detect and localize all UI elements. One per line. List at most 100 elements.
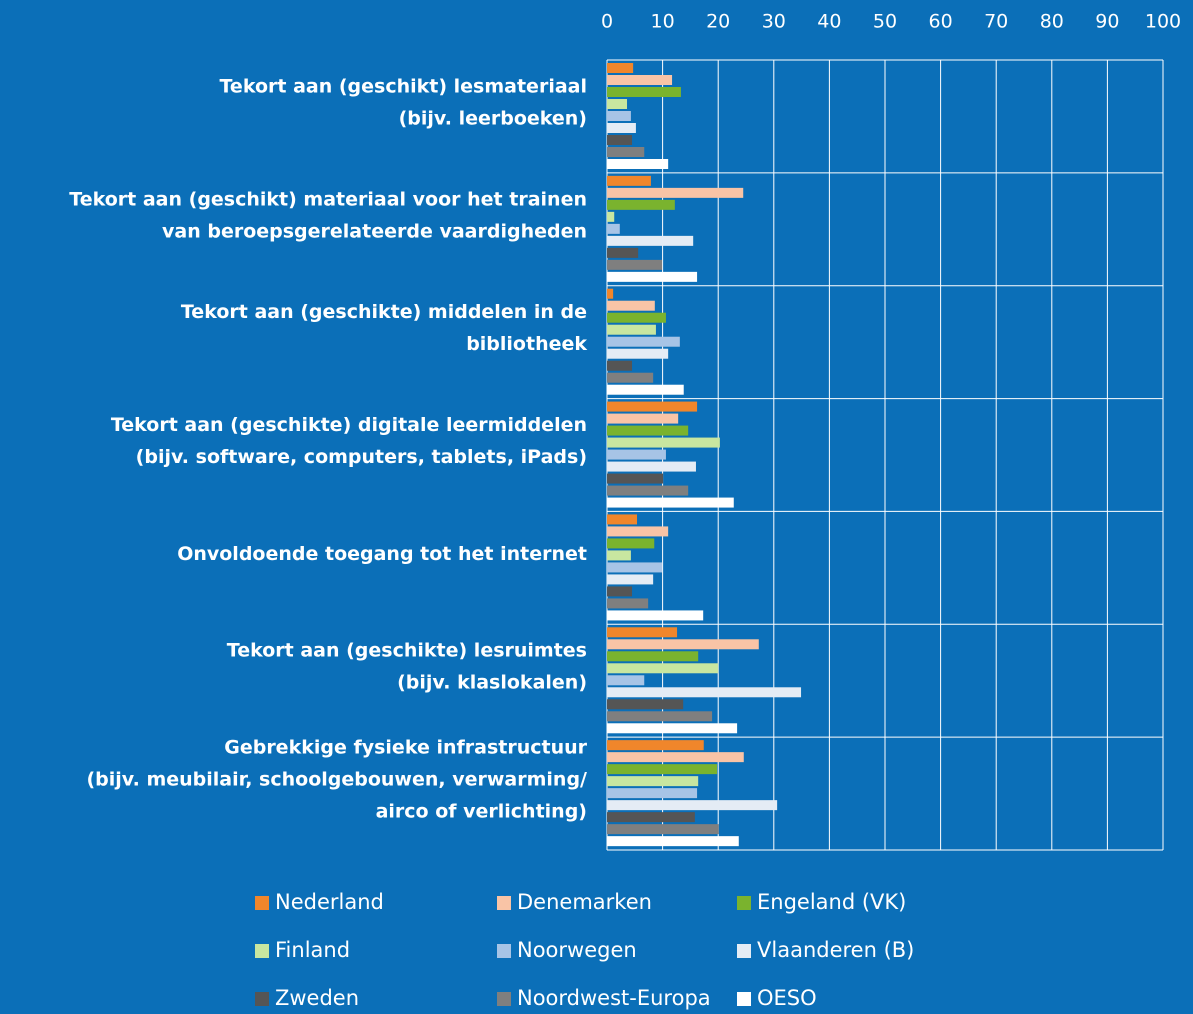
bar: [607, 574, 654, 585]
bar: [607, 271, 698, 282]
x-tick-label: 80: [1040, 11, 1064, 33]
bar: [607, 175, 651, 186]
legend-swatch: [737, 896, 751, 910]
category-label-line: (bijv. meubilair, schoolgebouwen, verwar…: [86, 768, 587, 790]
category-label-line: Tekort aan (geschikte) lesruimtes: [227, 639, 587, 661]
category-label: Tekort aan (geschikt) lesmateriaal (bijv.…: [220, 75, 588, 129]
bar: [607, 663, 719, 674]
bar: [607, 75, 673, 85]
bar: [607, 687, 802, 698]
bar: [607, 461, 696, 472]
x-tick-label: 60: [929, 11, 953, 33]
category-label: Gebrekkige fysieke infrastructuur (bijv. …: [86, 736, 587, 822]
bar: [607, 348, 669, 359]
legend-label: Engeland (VK): [757, 890, 906, 914]
bar: [607, 401, 698, 412]
legend-swatch: [497, 896, 511, 910]
bar: [607, 627, 678, 638]
bar: [607, 550, 631, 561]
bar: [607, 288, 614, 299]
bar: [607, 586, 633, 597]
bar: [607, 514, 638, 525]
legend-swatch: [255, 992, 269, 1006]
legend-swatch: [737, 944, 751, 958]
category-label-line: Tekort aan (geschikt) materiaal voor het…: [69, 188, 587, 210]
bar: [607, 740, 704, 751]
bar: [607, 123, 636, 133]
bar: [607, 437, 720, 448]
x-tick-label: 20: [706, 11, 730, 33]
legend-label: Vlaanderen (B): [757, 938, 914, 962]
legend-label: Noorwegen: [517, 938, 637, 962]
bar: [607, 87, 681, 97]
bar: [607, 485, 689, 496]
x-tick-label: 50: [873, 11, 897, 33]
bar: [607, 788, 698, 799]
category-label-line: Gebrekkige fysieke infrastructuur: [224, 736, 587, 758]
category-label-line: (bijv. leerboeken): [399, 107, 587, 129]
bar: [607, 135, 633, 145]
bar: [607, 639, 759, 650]
bar: [607, 63, 634, 73]
legend-label: Noordwest-Europa: [517, 986, 711, 1010]
legend-label: Nederland: [275, 890, 384, 914]
bar: [607, 598, 649, 609]
bar: [607, 723, 738, 734]
bar: [607, 336, 680, 347]
category-label: Tekort aan (geschikte) digitale leermidd…: [111, 414, 587, 468]
bar: [607, 711, 713, 722]
bar: [607, 211, 615, 222]
x-tick-label: 10: [651, 11, 675, 33]
bar: [607, 223, 620, 234]
bar: [607, 187, 744, 198]
category-label: Tekort aan (geschikte) lesruimtes (bijv. …: [227, 639, 587, 693]
bar: [607, 562, 663, 573]
bar: [607, 425, 689, 436]
x-tick-label: 0: [601, 11, 613, 33]
bar: [607, 538, 655, 549]
legend-swatch: [255, 896, 269, 910]
x-tick-label: 30: [762, 11, 786, 33]
category-label: Tekort aan (geschikt) materiaal voor het…: [69, 188, 587, 242]
bar: [607, 300, 655, 311]
bar: [607, 764, 718, 775]
bar: [607, 473, 664, 484]
bar: [607, 776, 699, 787]
bar: [607, 111, 631, 121]
bar: [607, 159, 669, 169]
bar: [607, 360, 633, 371]
bar: [607, 259, 663, 270]
bar: [607, 699, 684, 710]
category-label-line: bibliotheek: [466, 333, 587, 355]
x-tick-label: 90: [1095, 11, 1119, 33]
bar: [607, 497, 734, 508]
bar: [607, 235, 694, 246]
category-label-line: Tekort aan (geschikte) digitale leermidd…: [111, 414, 587, 436]
bar: [607, 372, 654, 383]
x-tick-label: 70: [984, 11, 1008, 33]
legend-swatch: [497, 992, 511, 1006]
bar: [607, 752, 744, 763]
bar: [607, 413, 679, 424]
bar: [607, 526, 669, 537]
bar: [607, 610, 704, 621]
legend-label: Denemarken: [517, 890, 652, 914]
legend-swatch: [255, 944, 269, 958]
bar: [607, 324, 656, 335]
bar: [607, 199, 675, 210]
bar: [607, 675, 645, 686]
category-label-line: (bijv. software, computers, tablets, iPa…: [136, 446, 587, 468]
bar: [607, 800, 778, 811]
category-label-line: (bijv. klaslokalen): [397, 671, 587, 693]
category-label-line: Tekort aan (geschikte) middelen in de: [181, 301, 587, 323]
x-tick-label: 40: [817, 11, 841, 33]
bar: [607, 812, 695, 823]
legend-label: Finland: [275, 938, 350, 962]
category-label-line: van beroepsgerelateerde vaardigheden: [162, 220, 587, 242]
bar: [607, 147, 645, 157]
bar: [607, 384, 684, 395]
bar: [607, 836, 739, 847]
category-label-line: airco of verlichting): [376, 800, 587, 822]
legend-label: Zweden: [275, 986, 359, 1010]
